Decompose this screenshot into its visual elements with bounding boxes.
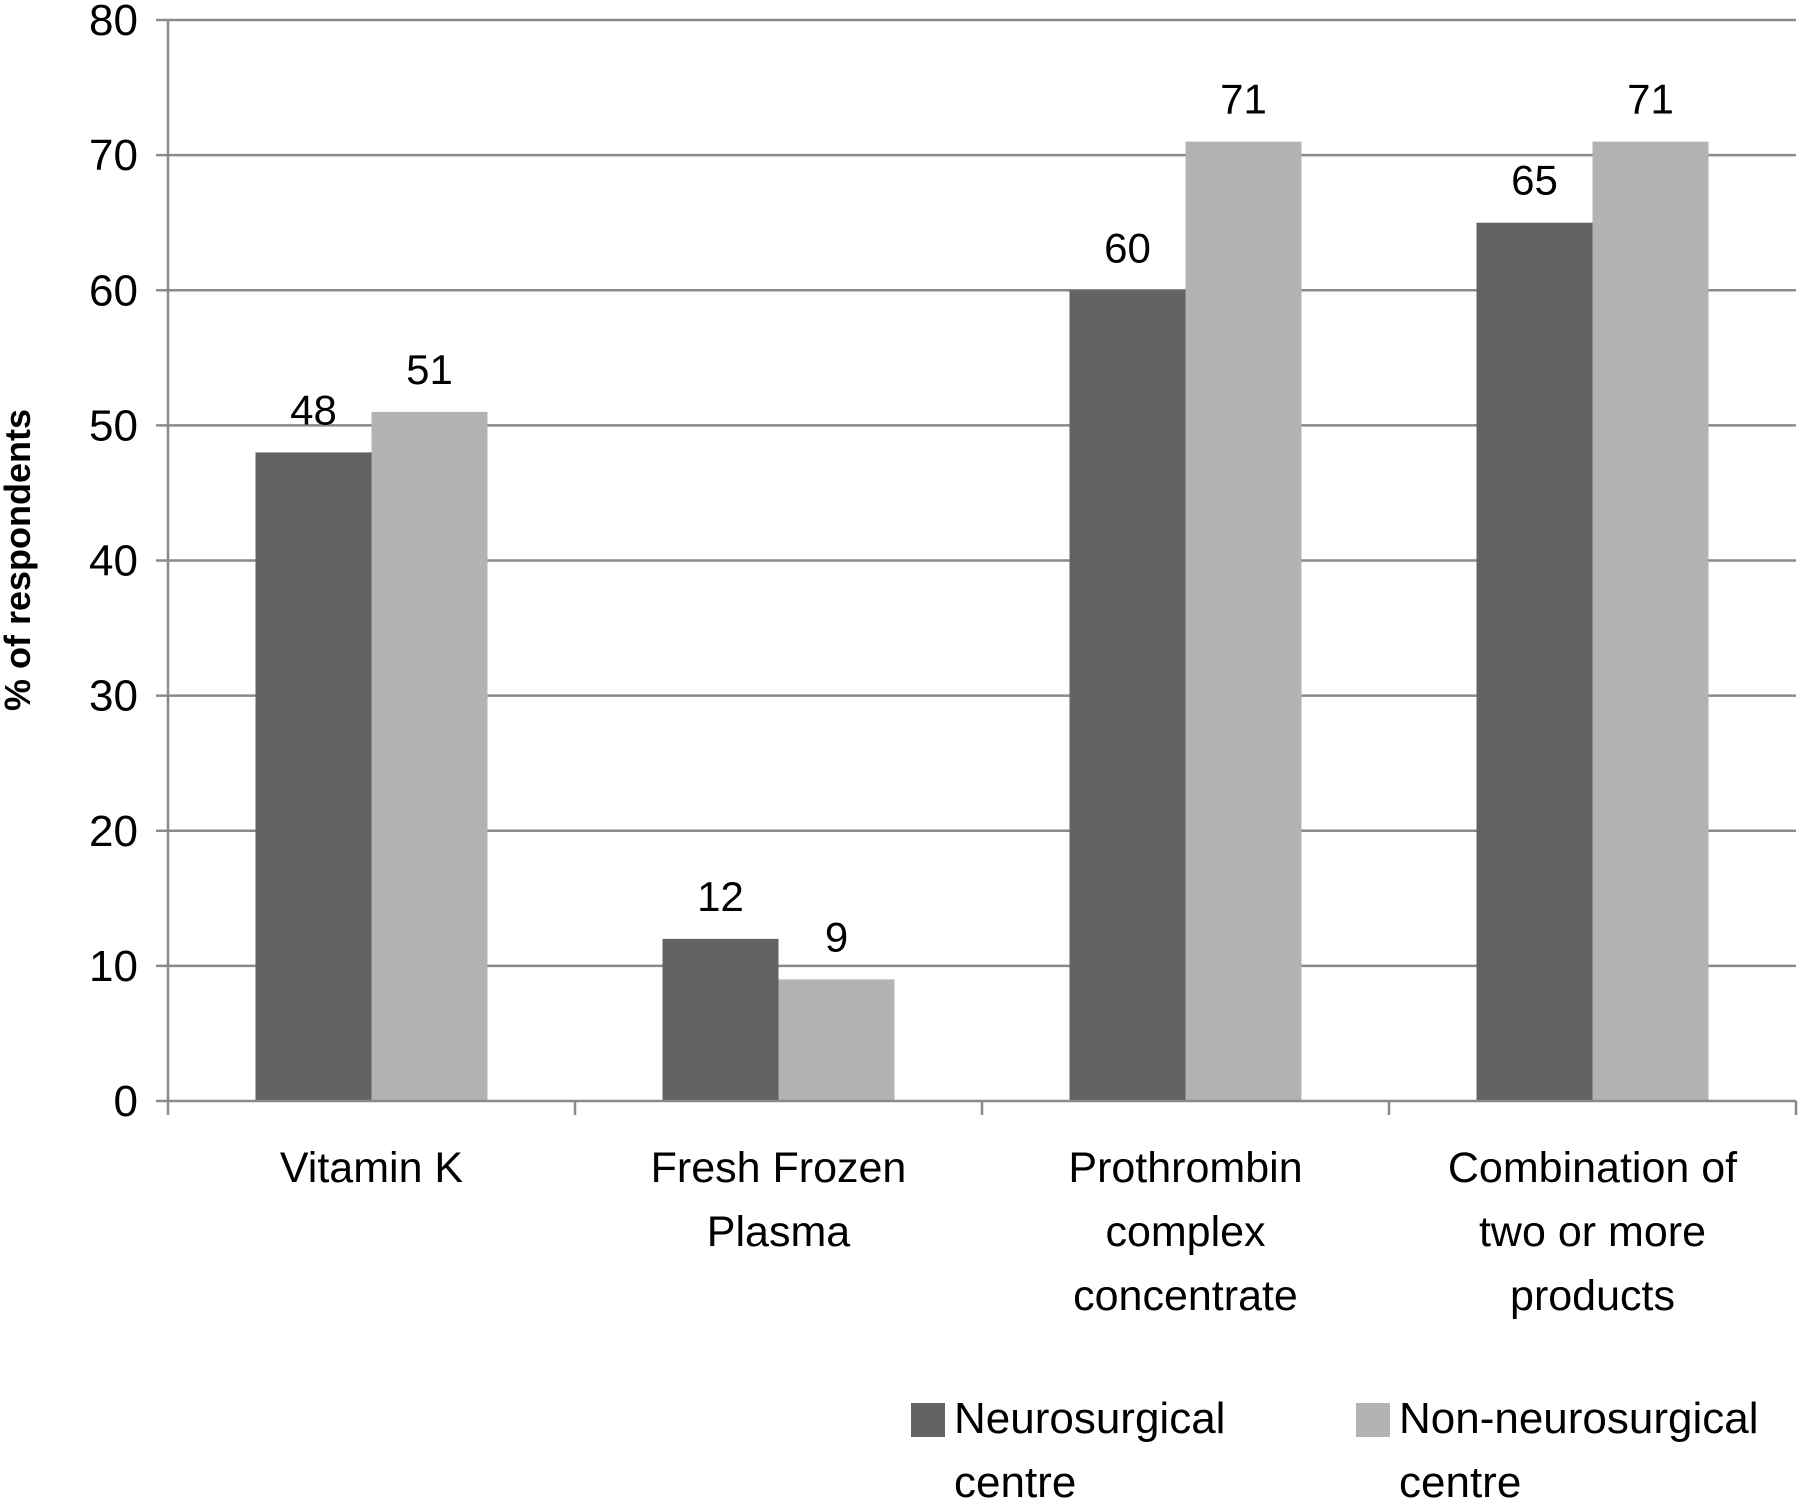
bar bbox=[1476, 222, 1593, 1101]
x-category-label: Fresh Frozen bbox=[651, 1144, 907, 1192]
y-tick-label: 60 bbox=[89, 266, 138, 315]
bar bbox=[1592, 141, 1709, 1102]
bar bbox=[1069, 290, 1186, 1101]
x-category-label: complex bbox=[1105, 1208, 1266, 1256]
x-category-label: two or more bbox=[1479, 1208, 1706, 1256]
legend-label: centre bbox=[1399, 1458, 1521, 1498]
y-tick-label: 50 bbox=[89, 401, 138, 450]
x-category-label: Plasma bbox=[707, 1208, 850, 1256]
data-label: 71 bbox=[1220, 76, 1267, 123]
x-category-label: Prothrombin bbox=[1068, 1144, 1302, 1192]
legend-label: centre bbox=[954, 1458, 1076, 1498]
bar bbox=[1185, 141, 1302, 1102]
axes bbox=[156, 18, 1798, 1115]
data-label: 48 bbox=[290, 386, 337, 433]
bar bbox=[662, 938, 779, 1101]
y-tick-label: 0 bbox=[114, 1077, 138, 1126]
x-category-label: Combination of bbox=[1448, 1144, 1738, 1192]
legend-swatch bbox=[1356, 1403, 1390, 1437]
data-label: 60 bbox=[1104, 224, 1151, 271]
bars bbox=[255, 141, 1709, 1102]
x-category-label: Vitamin K bbox=[280, 1144, 464, 1192]
bar bbox=[778, 979, 895, 1101]
legend-swatch bbox=[911, 1403, 945, 1437]
legend: Neurosurgical centre Non-neurosurgical cent… bbox=[911, 1394, 1759, 1503]
y-tick-label: 30 bbox=[89, 672, 138, 721]
y-tick-label: 20 bbox=[89, 807, 138, 856]
y-tick-label: 40 bbox=[89, 537, 138, 586]
legend-label: Non-neurosurgical bbox=[1399, 1394, 1759, 1443]
bar bbox=[371, 411, 488, 1101]
y-tick-label: 80 bbox=[89, 0, 138, 45]
data-label: 65 bbox=[1511, 157, 1558, 204]
y-axis-title: % of respondents bbox=[0, 409, 38, 711]
y-tick-label: 10 bbox=[89, 942, 138, 991]
x-category-label: products bbox=[1510, 1272, 1675, 1320]
data-label: 51 bbox=[406, 346, 453, 393]
x-category-label: concentrate bbox=[1073, 1272, 1298, 1320]
labels: 0 10 20 30 40 50 60 70 80 48 51 Vitamin K 12 9 Fresh F… bbox=[89, 0, 1738, 1320]
data-label: 71 bbox=[1627, 76, 1674, 123]
y-tick-label: 70 bbox=[89, 131, 138, 180]
data-label: 12 bbox=[697, 873, 744, 920]
bar bbox=[255, 452, 372, 1101]
legend-label: Neurosurgical bbox=[954, 1394, 1225, 1443]
data-label: 9 bbox=[825, 913, 848, 960]
